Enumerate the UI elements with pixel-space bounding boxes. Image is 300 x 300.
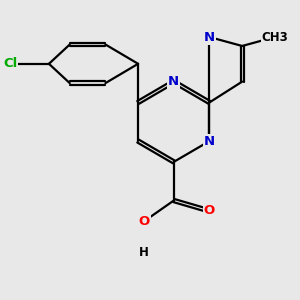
Text: O: O — [204, 204, 215, 218]
Text: H: H — [139, 246, 149, 259]
Text: Cl: Cl — [3, 57, 17, 70]
Text: N: N — [204, 135, 215, 148]
Text: N: N — [204, 31, 215, 44]
Text: O: O — [138, 215, 150, 228]
Text: N: N — [168, 75, 179, 88]
Text: CH3: CH3 — [262, 31, 288, 44]
